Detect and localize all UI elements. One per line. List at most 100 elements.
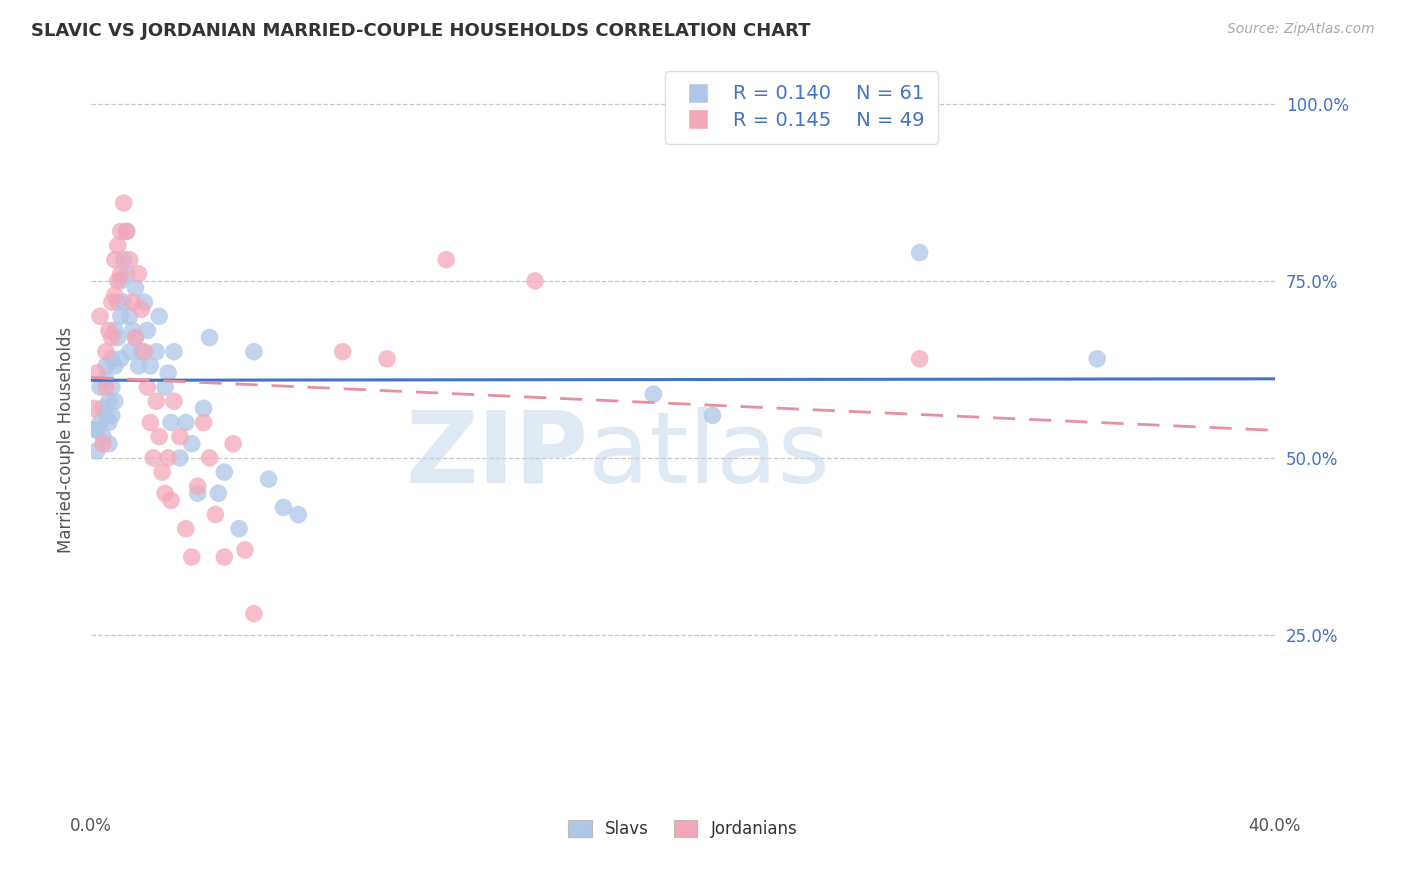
Point	[128, 359, 150, 373]
Point	[524, 274, 547, 288]
Point	[150, 465, 173, 479]
Point	[169, 430, 191, 444]
Point	[174, 522, 197, 536]
Point	[193, 401, 215, 416]
Point	[101, 409, 124, 423]
Point	[134, 295, 156, 310]
Point	[104, 394, 127, 409]
Point	[160, 416, 183, 430]
Point	[107, 295, 129, 310]
Point	[702, 409, 724, 423]
Point	[110, 351, 132, 366]
Point	[332, 344, 354, 359]
Point	[214, 465, 236, 479]
Point	[104, 359, 127, 373]
Point	[124, 330, 146, 344]
Point	[204, 508, 226, 522]
Point	[228, 522, 250, 536]
Point	[115, 267, 138, 281]
Point	[145, 344, 167, 359]
Point	[97, 416, 120, 430]
Point	[222, 436, 245, 450]
Point	[174, 416, 197, 430]
Point	[148, 310, 170, 324]
Point	[110, 224, 132, 238]
Point	[187, 479, 209, 493]
Point	[118, 252, 141, 267]
Point	[94, 380, 117, 394]
Point	[124, 330, 146, 344]
Point	[91, 430, 114, 444]
Point	[908, 351, 931, 366]
Point	[375, 351, 398, 366]
Point	[110, 267, 132, 281]
Point	[180, 436, 202, 450]
Point	[128, 267, 150, 281]
Point	[153, 380, 176, 394]
Point	[139, 416, 162, 430]
Point	[107, 238, 129, 252]
Point	[157, 450, 180, 465]
Point	[89, 380, 111, 394]
Point	[101, 295, 124, 310]
Point	[97, 394, 120, 409]
Point	[118, 344, 141, 359]
Point	[153, 486, 176, 500]
Point	[86, 443, 108, 458]
Point	[180, 549, 202, 564]
Text: SLAVIC VS JORDANIAN MARRIED-COUPLE HOUSEHOLDS CORRELATION CHART: SLAVIC VS JORDANIAN MARRIED-COUPLE HOUSE…	[31, 22, 810, 40]
Point	[287, 508, 309, 522]
Point	[142, 450, 165, 465]
Point	[112, 196, 135, 211]
Point	[198, 330, 221, 344]
Point	[101, 351, 124, 366]
Point	[214, 549, 236, 564]
Point	[273, 500, 295, 515]
Point	[121, 295, 143, 310]
Point	[94, 373, 117, 387]
Point	[207, 486, 229, 500]
Point	[243, 344, 266, 359]
Point	[1085, 351, 1108, 366]
Point	[83, 401, 105, 416]
Legend: Slavs, Jordanians: Slavs, Jordanians	[562, 813, 804, 845]
Point	[89, 310, 111, 324]
Point	[83, 423, 105, 437]
Point	[198, 450, 221, 465]
Point	[94, 409, 117, 423]
Point	[86, 423, 108, 437]
Point	[148, 430, 170, 444]
Point	[115, 224, 138, 238]
Point	[91, 401, 114, 416]
Text: atlas: atlas	[588, 407, 830, 504]
Point	[124, 281, 146, 295]
Point	[110, 310, 132, 324]
Point	[139, 359, 162, 373]
Y-axis label: Married-couple Households: Married-couple Households	[58, 327, 75, 553]
Point	[257, 472, 280, 486]
Point	[136, 380, 159, 394]
Point	[94, 359, 117, 373]
Point	[163, 344, 186, 359]
Point	[110, 274, 132, 288]
Point	[169, 450, 191, 465]
Point	[160, 493, 183, 508]
Point	[112, 252, 135, 267]
Point	[115, 224, 138, 238]
Point	[908, 245, 931, 260]
Point	[91, 436, 114, 450]
Text: Source: ZipAtlas.com: Source: ZipAtlas.com	[1227, 22, 1375, 37]
Point	[193, 416, 215, 430]
Point	[104, 288, 127, 302]
Point	[97, 436, 120, 450]
Point	[104, 252, 127, 267]
Point	[131, 344, 153, 359]
Point	[86, 366, 108, 380]
Point	[89, 416, 111, 430]
Point	[94, 344, 117, 359]
Point	[145, 394, 167, 409]
Point	[134, 344, 156, 359]
Point	[243, 607, 266, 621]
Point	[233, 543, 256, 558]
Point	[112, 295, 135, 310]
